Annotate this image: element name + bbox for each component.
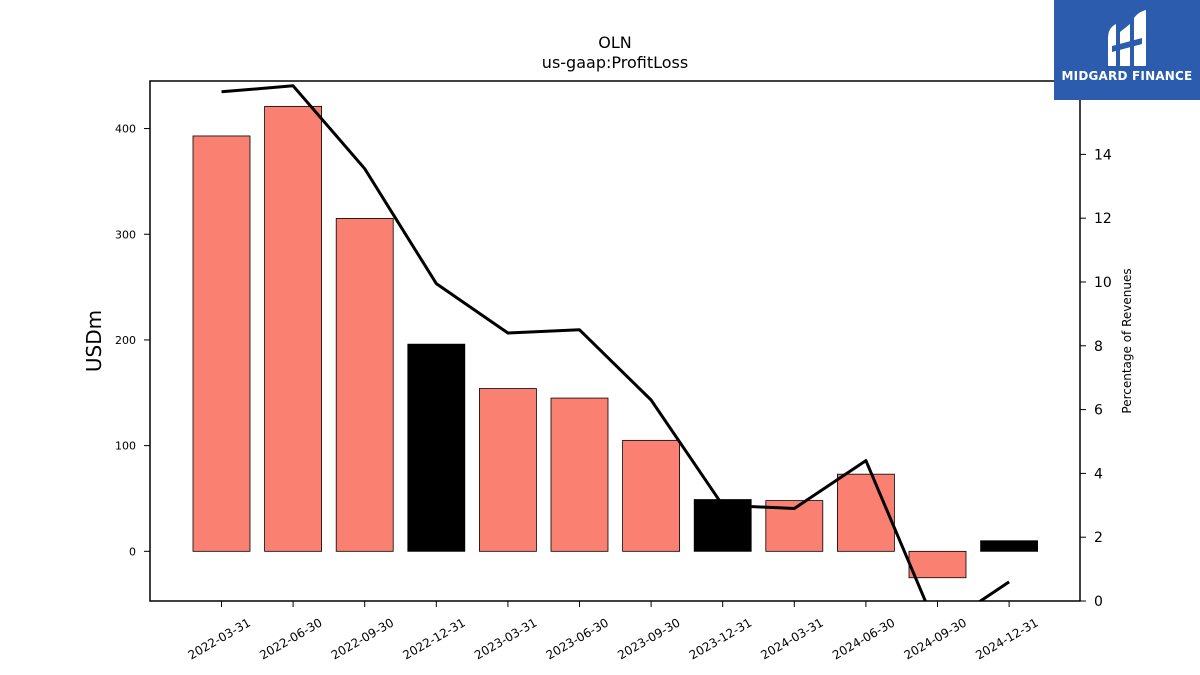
y2-tick-label: 12 [1094,211,1112,227]
bar-2023-12-31 [693,499,752,552]
x-tick-label: 2023-03-31 [472,615,539,662]
bar-2023-06-30 [550,397,609,552]
bar-2023-03-31 [478,388,537,552]
bar-2022-09-30 [335,217,394,552]
brand-name: MIDGARD FINANCE [1061,69,1193,83]
y2-tick-label: 6 [1094,403,1103,419]
bar-2022-12-31 [407,343,466,552]
bar-2023-09-30 [622,439,680,552]
y-tick-label: 100 [115,440,136,453]
x-tick-label: 2022-12-31 [400,615,467,662]
x-tick-label: 2024-12-31 [973,615,1040,662]
logo-mark-icon [1108,10,1146,66]
x-tick-label: 2024-09-30 [902,615,969,662]
y2-tick-label: 8 [1094,339,1103,355]
bar-2022-06-30 [264,105,323,552]
bar-2022-03-31 [192,135,251,552]
x-tick-label: 2023-09-30 [615,615,682,662]
chart-title: OLN [598,33,631,52]
x-tick-label: 2022-09-30 [329,615,396,662]
bar-2024-06-30 [837,473,895,552]
x-tick-label: 2022-03-31 [186,615,253,662]
plot-frame [149,80,1081,602]
y2-tick-label: 0 [1094,594,1103,610]
bar-2024-12-31 [980,540,1038,552]
chart-subtitle: us-gaap:ProfitLoss [542,53,688,72]
y2-tick-label: 2 [1094,530,1103,546]
x-tick-label: 2024-03-31 [758,615,825,662]
y-tick-label: 400 [115,123,136,136]
x-tick-label: 2022-06-30 [257,615,324,662]
bar-2024-09-30 [908,550,967,579]
y2-tick-label: 10 [1094,275,1112,291]
y-tick-label: 0 [129,545,136,558]
y-tick-label: 300 [115,228,136,241]
y-axis-label: USDm [82,310,106,372]
x-tick-label: 2024-06-30 [830,615,897,662]
brand-logo: MIDGARD FINANCE [1054,0,1200,100]
percentage-line [221,84,1010,601]
y2-axis-label: Percentage of Revenues [1120,268,1134,413]
x-tick-label: 2023-12-31 [687,615,754,662]
y-tick-label: 200 [115,334,136,347]
x-tick-label: 2023-06-30 [544,615,611,662]
y2-tick-label: 14 [1094,147,1112,163]
y2-tick-label: 4 [1094,466,1103,482]
